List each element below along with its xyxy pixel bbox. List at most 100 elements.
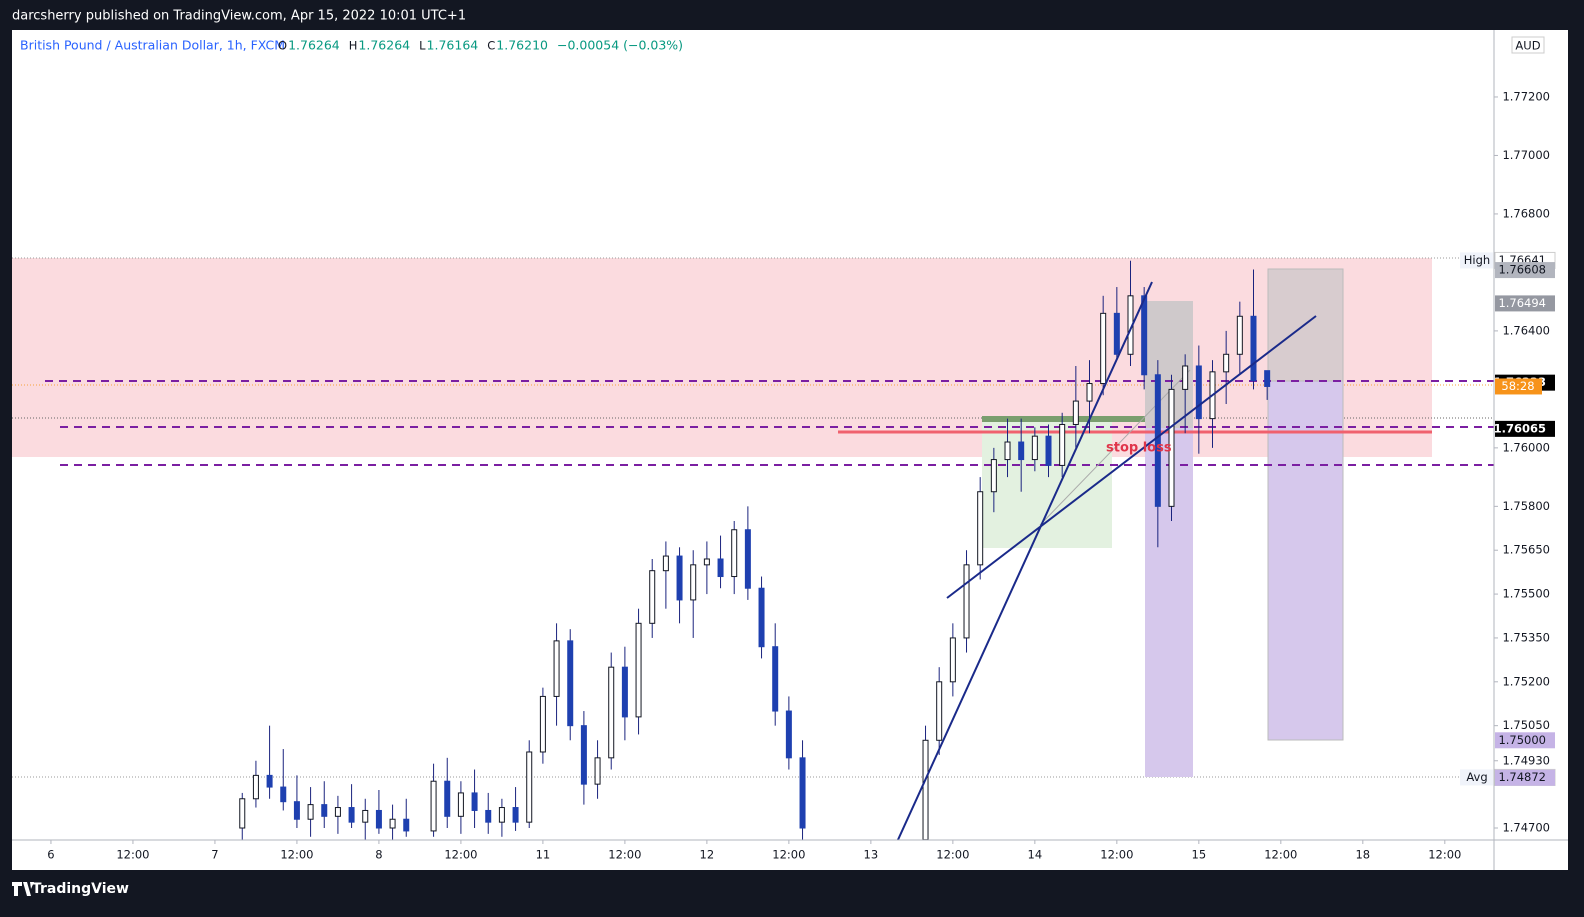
candle-body	[649, 570, 656, 624]
candle-body	[608, 666, 615, 759]
entry-bar	[982, 416, 1145, 422]
candle-body	[457, 792, 464, 817]
ohlc-value: 1.76164	[427, 38, 479, 53]
zone	[12, 258, 1432, 457]
currency-box	[1511, 36, 1545, 54]
badge-tag: High	[1464, 253, 1490, 267]
target-box	[1267, 380, 1344, 741]
y-tick-label: 1.75350	[1502, 630, 1550, 644]
y-tick-label: 1.75200	[1502, 674, 1550, 688]
candle-body	[785, 710, 792, 759]
ohlc-value: 1.76210	[496, 38, 548, 53]
x-tick-label: 12:00	[1428, 848, 1461, 862]
x-tick-label: 14	[1028, 848, 1043, 862]
badge-tag: Avg	[1466, 770, 1487, 784]
candle-body	[348, 807, 355, 823]
y-tick-label: 1.74930	[1502, 753, 1550, 767]
x-tick-label: 12:00	[772, 848, 805, 862]
y-tick-label: 1.74700	[1502, 821, 1550, 835]
price-badge-label: 1.75000	[1498, 733, 1546, 747]
candle-body	[1182, 365, 1189, 390]
y-tick-label: 1.76400	[1502, 323, 1550, 337]
candle-body	[936, 681, 943, 741]
x-tick-label: 8	[375, 848, 382, 862]
badge-tag-box	[1460, 252, 1493, 269]
y-tick-label: 1.75050	[1502, 718, 1550, 732]
candle-body	[1223, 353, 1230, 373]
price-badge-label: 1.76065	[1494, 421, 1546, 435]
candle-body	[362, 809, 369, 823]
candle-body	[239, 798, 246, 829]
candle-body	[1086, 383, 1093, 402]
annotation: stop loss	[1106, 441, 1172, 456]
candle-body	[307, 804, 314, 820]
price-badge	[1495, 769, 1555, 786]
candle-body	[252, 774, 259, 800]
candle-body	[403, 818, 410, 832]
x-tick-label: 12	[700, 848, 715, 862]
x-tick-label: 12:00	[1100, 848, 1133, 862]
candle-body	[1195, 365, 1202, 420]
candle-body	[662, 555, 669, 572]
candle-body	[990, 459, 997, 493]
candle-body	[676, 555, 683, 601]
y-tick-label: 1.77000	[1502, 148, 1550, 162]
candle-body	[553, 640, 560, 697]
price-badge-label: 1.76608	[1498, 263, 1546, 277]
candle-body	[1168, 388, 1175, 507]
trend-lines	[896, 281, 1317, 840]
candle-body	[471, 792, 478, 811]
y-tick-label: 1.75800	[1502, 499, 1550, 513]
candle-body	[580, 725, 587, 785]
candle-body	[444, 780, 451, 817]
candle-body	[703, 558, 710, 566]
price-badge	[1495, 420, 1555, 437]
brand-logo	[12, 882, 34, 896]
candle-body	[922, 739, 929, 840]
countdown: 58:28	[1501, 379, 1534, 393]
x-tick-label: 12:00	[1264, 848, 1297, 862]
drawings	[12, 257, 1494, 778]
path-line	[1039, 369, 1191, 526]
y-tick-label: 1.76800	[1502, 206, 1550, 220]
x-tick-label: 12:00	[444, 848, 477, 862]
candle-body	[1018, 441, 1025, 461]
x-tick-label: 15	[1192, 848, 1207, 862]
candle-body	[963, 564, 970, 639]
symbol-title: British Pound / Australian Dollar, 1h, F…	[20, 38, 285, 53]
candle-body	[567, 640, 574, 727]
ohlc-value: 1.76264	[358, 38, 410, 53]
candle-body	[321, 804, 328, 817]
candle-body	[977, 491, 984, 566]
candle-body	[485, 809, 492, 823]
x-tick-label: 6	[47, 848, 54, 862]
price-badge-label: 1.76494	[1498, 296, 1546, 310]
ohlc-key: H	[349, 39, 358, 53]
candle-body	[1045, 435, 1052, 466]
candle-body	[526, 751, 533, 823]
x-tick-label: 7	[211, 848, 218, 862]
candle-body	[334, 807, 341, 817]
y-tick-label: 1.76000	[1502, 440, 1550, 454]
change: −0.00054 (−0.03%)	[557, 38, 683, 53]
ohlc-legend: O 1.76264 H 1.76264 L 1.76164 C 1.76210 −0.00054…	[278, 38, 683, 53]
candle-body	[949, 637, 956, 683]
x-tick-label: 12:00	[280, 848, 313, 862]
price-badge	[1495, 732, 1555, 749]
x-tick-label: 12:00	[608, 848, 641, 862]
currency: AUD	[1515, 39, 1540, 53]
x-tick-label: 13	[864, 848, 879, 862]
y-tick-label: 1.75650	[1502, 543, 1550, 557]
y-tick-label: 1.77200	[1502, 89, 1550, 103]
candle-body	[280, 786, 287, 803]
x-tick-label: 12:00	[936, 848, 969, 862]
candle-body	[512, 807, 519, 823]
trend-line	[946, 315, 1317, 599]
candle-body	[621, 666, 628, 718]
candles	[239, 260, 1271, 840]
candle-body	[1236, 315, 1243, 355]
brand: TradingView	[32, 881, 129, 897]
candle-body	[1031, 435, 1038, 461]
candle-body	[1100, 312, 1107, 385]
trend-line	[896, 281, 1153, 840]
